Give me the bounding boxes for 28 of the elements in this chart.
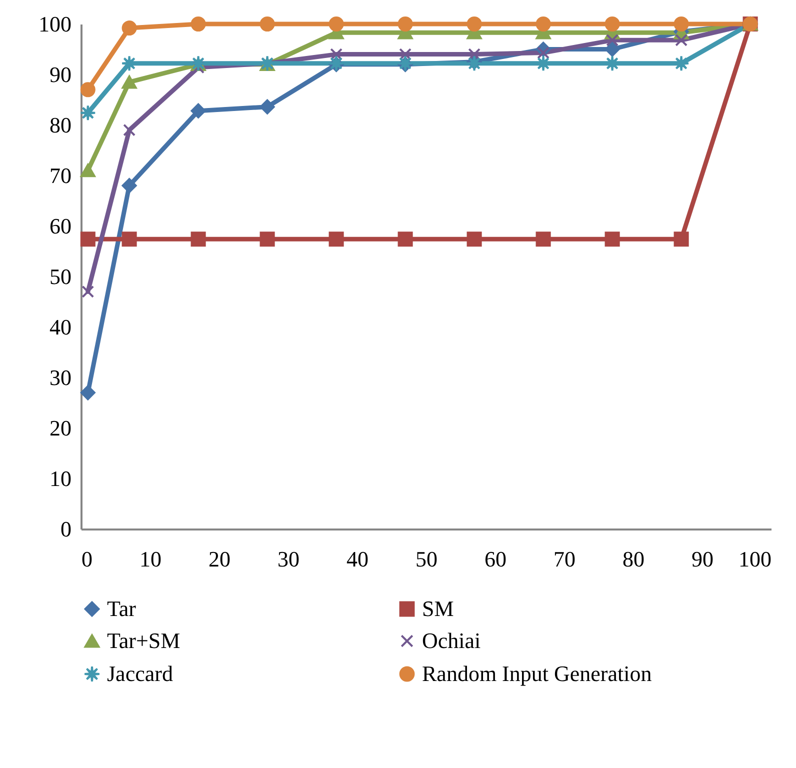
legend-label: Tar+SM [107, 628, 180, 653]
x-tick-label: 10 [140, 546, 162, 572]
y-tick-label: 20 [50, 416, 72, 440]
x-tick-label: 80 [622, 546, 644, 572]
x-tick-label: 20 [208, 546, 230, 572]
legend-label: SM [422, 596, 454, 621]
y-tick-label: 90 [50, 62, 72, 87]
x-tick-label: 0 [82, 546, 92, 572]
legend-label: Random Input Generation [422, 661, 652, 686]
y-tick-label: 30 [50, 365, 72, 390]
y-tick-label: 50 [50, 264, 72, 289]
y-tick-label: 80 [50, 112, 72, 138]
x-tick-label: 50 [416, 546, 438, 572]
x-tick-label: 100 [738, 546, 772, 572]
x-tick-label: 70 [554, 546, 576, 572]
x-tick-label: 40 [346, 546, 368, 572]
y-tick-label: 10 [50, 466, 72, 491]
y-tick-label: 70 [50, 163, 72, 188]
y-tick-label: 60 [50, 214, 72, 238]
x-tick-label: 30 [278, 546, 300, 572]
x-tick-label: 90 [692, 546, 714, 572]
x-tick-label: 60 [484, 546, 506, 572]
legend-label: Ochiai [422, 628, 481, 653]
y-tick-label: 0 [60, 516, 72, 542]
y-tick-label: 40 [50, 314, 72, 340]
y-tick-label: 100 [38, 12, 72, 36]
legend-label: Jaccard [107, 661, 173, 686]
legend-label: Tar [107, 596, 137, 621]
